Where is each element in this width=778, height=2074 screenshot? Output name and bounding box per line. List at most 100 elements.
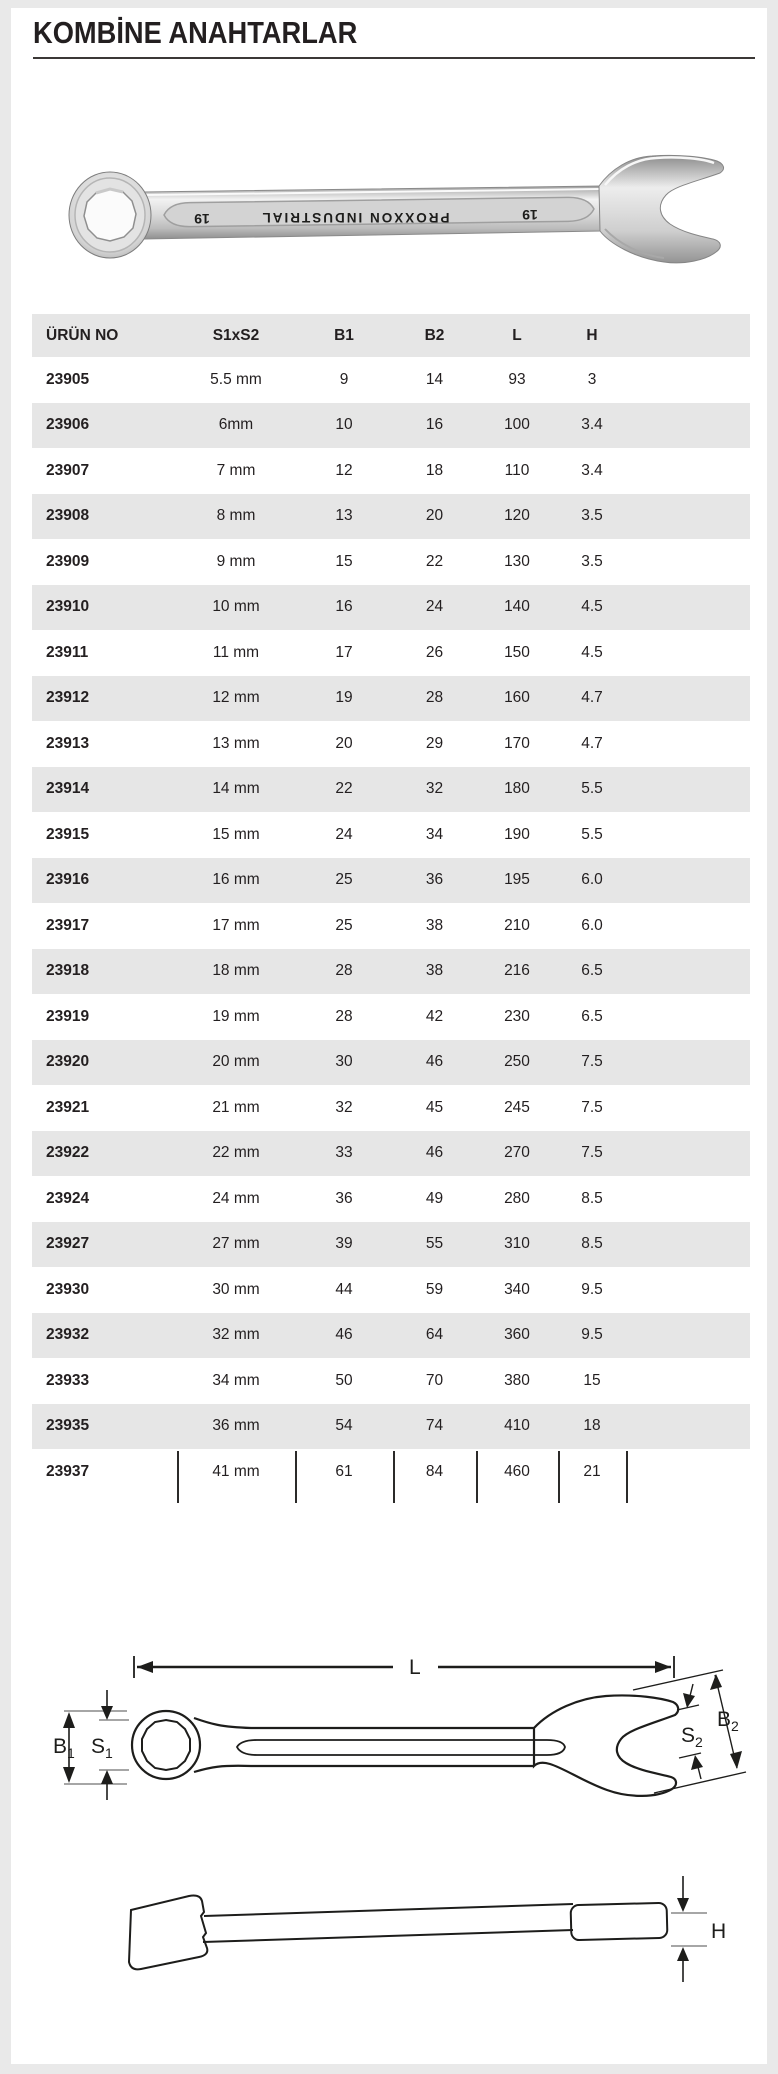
spec-value: 28 xyxy=(425,689,444,707)
spec-value: 16 xyxy=(425,416,444,434)
spec-value: 55 xyxy=(425,1235,444,1253)
spec-value: 8 mm xyxy=(216,507,256,525)
spec-value: 46 xyxy=(335,1326,353,1344)
product-no: 23911 xyxy=(46,643,89,661)
spec-value: 15 mm xyxy=(212,825,260,843)
spec-value: 19 mm xyxy=(212,1007,260,1025)
spec-value: 8.5 xyxy=(581,1235,603,1253)
spec-value: 34 xyxy=(425,825,444,843)
product-no: 23907 xyxy=(46,461,90,479)
dim-S2 xyxy=(676,1683,703,1780)
spec-value: 74 xyxy=(425,1417,444,1435)
spec-value: 280 xyxy=(504,1189,530,1207)
spec-value: 28 xyxy=(335,1007,353,1025)
product-no: 23930 xyxy=(46,1280,90,1298)
spec-value: 32 mm xyxy=(212,1326,260,1344)
label-L: L xyxy=(409,1656,421,1679)
product-no: 23910 xyxy=(46,598,90,616)
product-no: 23918 xyxy=(46,962,90,980)
spec-value: 410 xyxy=(504,1417,530,1435)
cell-divider xyxy=(476,1451,478,1503)
spec-value: 4.5 xyxy=(581,598,603,616)
product-no: 23924 xyxy=(46,1189,90,1207)
table-row: 23906 6mm 10 16 100 3.4 xyxy=(32,402,750,448)
product-no: 23914 xyxy=(46,780,90,798)
table-row: 23917 17 mm 25 38 210 6.0 xyxy=(32,903,750,949)
spec-value: 110 xyxy=(504,461,530,479)
spec-value: 14 xyxy=(425,370,444,388)
product-no: 23917 xyxy=(46,916,90,934)
spec-value: 3.4 xyxy=(581,416,603,434)
spec-value: 16 xyxy=(335,598,353,616)
spec-value: 9.5 xyxy=(581,1326,603,1344)
spec-value: 24 xyxy=(425,598,444,616)
col-header-h: H xyxy=(586,326,598,344)
spec-value: 49 xyxy=(425,1189,444,1207)
spec-value: 250 xyxy=(504,1053,530,1071)
side-open-end xyxy=(127,1894,209,1971)
spec-value: 42 xyxy=(425,1007,444,1025)
table-row: 23907 7 mm 12 18 110 3.4 xyxy=(32,448,750,494)
spec-value: 32 xyxy=(335,1098,353,1116)
cell-divider xyxy=(393,1451,395,1503)
spec-value: 360 xyxy=(504,1326,530,1344)
dim-S1 xyxy=(99,1690,129,1800)
spec-value: 190 xyxy=(504,825,530,843)
col-header-l: L xyxy=(512,326,522,344)
table-row: 23911 11 mm 17 26 150 4.5 xyxy=(32,630,750,676)
spec-value: 10 mm xyxy=(212,598,260,616)
spec-value: 15 xyxy=(583,1371,601,1389)
spec-value: 130 xyxy=(504,552,530,570)
spec-table: ÜRÜN NO S1xS2 B1 B2 L H 23905 5.5 mm 9 14 93… xyxy=(32,314,750,1503)
spec-value: 460 xyxy=(504,1462,530,1480)
spec-value: 140 xyxy=(504,598,530,616)
label-H: H xyxy=(711,1920,726,1943)
brand-engraving: PROXXON INDUSTRIAL 19 19 xyxy=(194,207,538,227)
spec-value: 17 xyxy=(335,643,353,661)
spec-value: 28 xyxy=(335,962,353,980)
spec-value: 3.4 xyxy=(581,461,603,479)
spec-value: 270 xyxy=(504,1144,530,1162)
wrench-open-end xyxy=(598,154,725,264)
ring-profile-12pt xyxy=(141,1718,191,1772)
table-row: 23918 18 mm 28 38 216 6.5 xyxy=(32,948,750,994)
table-row: 23919 19 mm 28 42 230 6.5 xyxy=(32,994,750,1040)
table-row: 23937 41 mm 61 84 460 21 xyxy=(32,1449,750,1503)
spec-value: 15 xyxy=(335,552,353,570)
table-header-row: ÜRÜN NO S1xS2 B1 B2 L H xyxy=(32,314,750,357)
spec-value: 5.5 mm xyxy=(210,370,262,388)
spec-value: 4.7 xyxy=(581,689,603,707)
spec-value: 230 xyxy=(504,1007,530,1025)
spec-value: 3.5 xyxy=(581,552,603,570)
spec-value: 36 xyxy=(335,1189,353,1207)
col-header-b1: B1 xyxy=(334,326,354,344)
dim-L xyxy=(133,1656,675,1678)
spec-value: 12 xyxy=(335,461,353,479)
spec-value: 7 mm xyxy=(216,461,256,479)
spec-value: 59 xyxy=(425,1280,444,1298)
spec-value: 5.5 xyxy=(581,825,603,843)
table-row: 23933 34 mm 50 70 380 15 xyxy=(32,1358,750,1404)
product-no: 23913 xyxy=(46,734,90,752)
dim-B2 xyxy=(632,1669,747,1794)
spec-value: 54 xyxy=(335,1417,353,1435)
spec-value: 29 xyxy=(425,734,444,752)
spec-value: 7.5 xyxy=(581,1098,603,1116)
spec-value: 36 mm xyxy=(212,1417,260,1435)
spec-value: 170 xyxy=(504,734,530,752)
table-row: 23915 15 mm 24 34 190 5.5 xyxy=(32,812,750,858)
spec-value: 310 xyxy=(504,1235,530,1253)
spec-value: 19 xyxy=(335,689,353,707)
table-row: 23921 21 mm 32 45 245 7.5 xyxy=(32,1085,750,1131)
spec-value: 64 xyxy=(425,1326,444,1344)
engraving-panel xyxy=(163,196,595,228)
spec-value: 4.7 xyxy=(581,734,603,752)
dimension-drawing-top-view: L B1 S1 S2 B2 xyxy=(53,1656,747,1800)
spec-value: 120 xyxy=(504,507,530,525)
spec-value: 26 xyxy=(425,643,444,661)
col-header-b2: B2 xyxy=(424,326,445,344)
spec-value: 340 xyxy=(504,1280,530,1298)
spec-value: 245 xyxy=(504,1098,530,1116)
spec-value: 18 xyxy=(583,1417,601,1435)
table-row: 23932 32 mm 46 64 360 9.5 xyxy=(32,1312,750,1358)
